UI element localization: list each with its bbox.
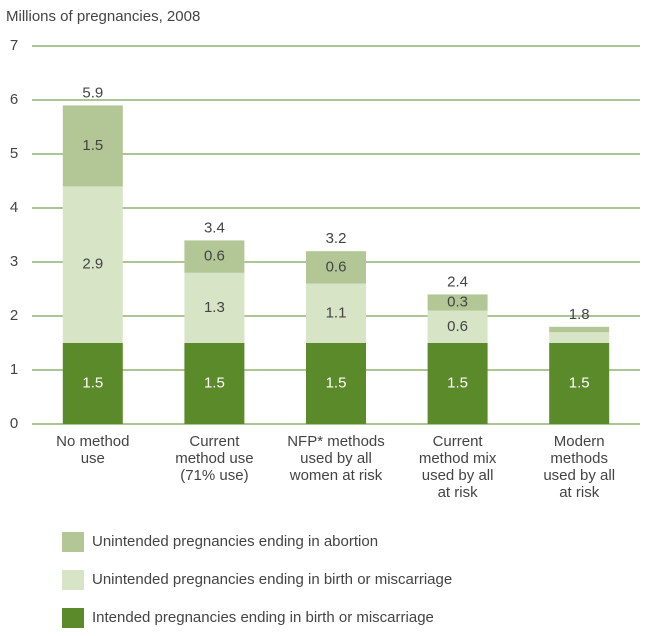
y-tick-label: 5 bbox=[10, 145, 18, 162]
total-label: 2.4 bbox=[447, 273, 468, 290]
bar-segment bbox=[549, 332, 610, 343]
bar-segment bbox=[427, 310, 488, 343]
x-tick-label-line: at risk bbox=[438, 484, 479, 501]
bar-segment bbox=[306, 283, 366, 343]
value-label: 1.1 bbox=[326, 304, 347, 321]
x-tick-label: Modern methods used by all at risk bbox=[543, 433, 615, 501]
x-tick-label-line: method mix bbox=[419, 450, 497, 467]
x-tick-label-line: method use bbox=[175, 450, 253, 467]
legend-swatch bbox=[62, 608, 84, 628]
legend-swatch bbox=[62, 570, 84, 590]
y-tick-label: 0 bbox=[10, 415, 18, 432]
x-tick-label-line: methods bbox=[550, 450, 608, 467]
value-label: 1.3 bbox=[204, 299, 225, 316]
legend-swatch bbox=[62, 532, 84, 552]
total-label: 3.2 bbox=[326, 230, 347, 247]
value-label: 1.5 bbox=[569, 374, 590, 391]
value-label: 1.5 bbox=[204, 374, 225, 391]
x-tick-label: Current method use (71% use) bbox=[175, 433, 253, 484]
bar-segment bbox=[427, 294, 488, 311]
value-label: 1.5 bbox=[447, 374, 468, 391]
legend-label: Intended pregnancies ending in birth or … bbox=[92, 609, 434, 626]
value-label: 1.5 bbox=[82, 374, 103, 391]
x-tick-label: No method use bbox=[56, 433, 129, 467]
bar-segment bbox=[549, 343, 610, 424]
bar-segment bbox=[549, 326, 610, 333]
y-tick-label: 1 bbox=[10, 361, 18, 378]
y-tick-label: 3 bbox=[10, 253, 18, 270]
x-tick-label-line: at risk bbox=[559, 484, 600, 501]
y-tick-label: 7 bbox=[10, 37, 18, 54]
x-tick-label-line: used by all bbox=[300, 450, 372, 467]
total-label: 5.9 bbox=[82, 84, 103, 101]
x-tick-label-line: used by all bbox=[543, 467, 615, 484]
bar-segment bbox=[184, 272, 245, 343]
value-label: 0.6 bbox=[447, 318, 468, 335]
total-label: 1.8 bbox=[569, 306, 590, 323]
x-tick-label-line: women at risk bbox=[289, 467, 383, 484]
x-tick-label-line: used by all bbox=[422, 467, 494, 484]
x-tick-label: NFP* methods used by all women at risk bbox=[287, 433, 385, 484]
x-tick-label: Current method mix used by all at risk bbox=[419, 433, 497, 501]
x-tick-label-line: NFP* methods bbox=[287, 433, 385, 450]
value-label: 0.3 bbox=[447, 293, 468, 310]
x-tick-label-line: use bbox=[81, 450, 105, 467]
legend-label: Unintended pregnancies ending in birth o… bbox=[92, 571, 452, 588]
x-tick-label-line: Modern bbox=[554, 433, 605, 450]
bar-segment bbox=[62, 343, 123, 424]
bar-segment bbox=[306, 251, 366, 284]
bar-segment bbox=[427, 343, 488, 424]
legend-label: Unintended pregnancies ending in abortio… bbox=[92, 533, 378, 550]
y-axis-label: Millions of pregnancies, 2008 bbox=[6, 8, 200, 25]
value-label: 1.5 bbox=[326, 374, 347, 391]
bar-segment bbox=[306, 343, 366, 424]
bar-segment bbox=[184, 240, 245, 273]
y-tick-label: 2 bbox=[10, 307, 18, 324]
value-label: 1.5 bbox=[82, 137, 103, 154]
x-tick-label-line: Current bbox=[189, 433, 240, 450]
value-label: 2.9 bbox=[82, 256, 103, 273]
y-tick-label: 4 bbox=[10, 199, 18, 216]
bar-segment bbox=[62, 186, 123, 343]
value-label: 0.6 bbox=[326, 258, 347, 275]
x-tick-label-line: No method bbox=[56, 433, 129, 450]
value-label: 0.6 bbox=[204, 248, 225, 265]
x-tick-label-line: Current bbox=[433, 433, 484, 450]
total-label: 3.4 bbox=[204, 219, 225, 236]
x-tick-label-line: (71% use) bbox=[180, 467, 248, 484]
bar-segment bbox=[62, 105, 123, 187]
y-tick-label: 6 bbox=[10, 91, 18, 108]
bar-segment bbox=[184, 343, 245, 424]
